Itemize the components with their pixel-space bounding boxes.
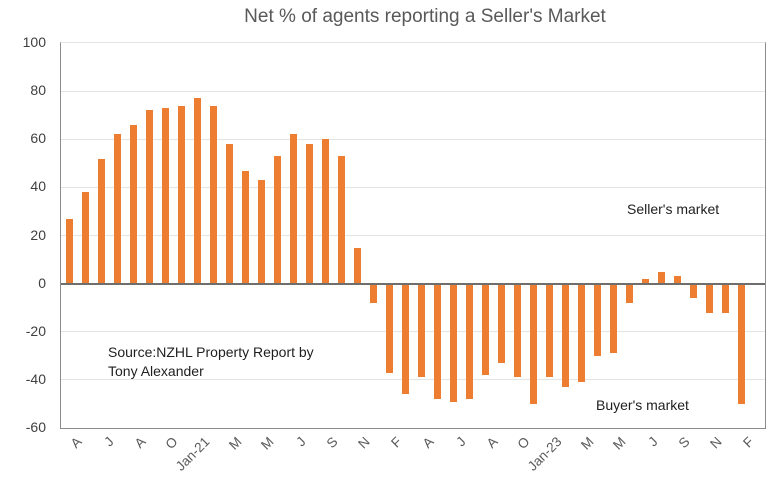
x-tick-label: S (675, 434, 693, 451)
bar (337, 156, 345, 284)
x-tick-label: M (226, 434, 245, 453)
bar (289, 134, 297, 284)
bar (225, 144, 233, 284)
bar (561, 283, 569, 388)
zero-axis-line (61, 282, 765, 285)
bar (529, 283, 537, 404)
x-tick-label: S (323, 434, 341, 451)
bar (401, 283, 409, 395)
bar (385, 283, 393, 373)
x-tick-label: A (131, 434, 149, 451)
x-tick-label: A (483, 434, 501, 451)
bar (705, 283, 713, 313)
bar (241, 170, 249, 284)
y-tick-label: 40 (30, 178, 46, 195)
bar (449, 283, 457, 402)
y-tick-label: 100 (22, 34, 46, 50)
x-tick-label: Jan-23 (524, 434, 565, 474)
y-tick-label: -60 (25, 419, 46, 435)
source-note-line1: Source:NZHL Property Report by (108, 344, 314, 360)
x-tick-label: A (67, 434, 85, 451)
bar (257, 180, 265, 284)
bar (609, 283, 617, 354)
x-tick-label: N (355, 434, 373, 452)
x-tick-label: O (162, 434, 181, 453)
bar (481, 283, 489, 376)
bar (129, 124, 137, 284)
sellers-market-label: Seller's market (627, 201, 720, 217)
bar (497, 283, 505, 364)
bar (113, 134, 121, 284)
x-tick-label: A (419, 434, 437, 451)
bar (593, 283, 601, 356)
x-tick-label: M (578, 434, 597, 453)
bar (721, 283, 729, 313)
bar (465, 283, 473, 400)
bar (545, 283, 553, 378)
bar (657, 271, 665, 284)
x-tick-label: M (258, 434, 277, 453)
bar (321, 139, 329, 284)
y-gridline (61, 331, 765, 333)
bar (689, 283, 697, 299)
bar (177, 105, 185, 284)
chart-title: Net % of agents reporting a Seller's Mar… (244, 6, 606, 27)
source-note: Source:NZHL Property Report by Tony Alex… (108, 343, 314, 381)
bar (193, 98, 201, 284)
y-gridline (61, 90, 765, 92)
y-tick-label: 60 (30, 130, 46, 147)
x-tick-label: J (101, 434, 117, 450)
y-tick-label: -20 (25, 322, 46, 339)
bar (305, 144, 313, 284)
source-note-line2: Tony Alexander (108, 363, 204, 379)
y-tick-label: 20 (30, 226, 46, 243)
y-gridline (61, 379, 765, 381)
bar (625, 283, 633, 303)
x-tick-label: N (707, 434, 725, 452)
bar (145, 110, 153, 284)
y-tick-label: -40 (25, 370, 46, 387)
bar (417, 283, 425, 378)
x-tick-label: F (388, 434, 405, 451)
x-tick-label: J (645, 434, 661, 450)
bar (81, 192, 89, 284)
y-tick-label: 80 (30, 82, 46, 99)
bar (273, 156, 281, 284)
x-tick-label: M (610, 434, 629, 453)
plot-area (60, 42, 766, 429)
bar (97, 158, 105, 284)
bar (433, 283, 441, 400)
bar (513, 283, 521, 378)
bar (209, 105, 217, 284)
x-tick-label: J (453, 434, 469, 450)
y-gridline (61, 186, 765, 188)
y-gridline (61, 235, 765, 236)
bar (65, 218, 73, 284)
bar (353, 247, 361, 284)
bar (577, 283, 585, 383)
y-tick-label: 0 (38, 274, 46, 291)
bar (161, 107, 169, 284)
buyers-market-label: Buyer's market (596, 397, 689, 413)
bar (369, 283, 377, 303)
x-tick-label: F (740, 434, 757, 451)
x-tick-label: J (293, 434, 309, 450)
bar (737, 283, 745, 404)
bar (673, 276, 681, 284)
y-gridline (61, 138, 765, 140)
bar (641, 278, 649, 284)
x-tick-label: Jan-21 (172, 434, 213, 474)
x-tick-label: O (514, 434, 533, 453)
